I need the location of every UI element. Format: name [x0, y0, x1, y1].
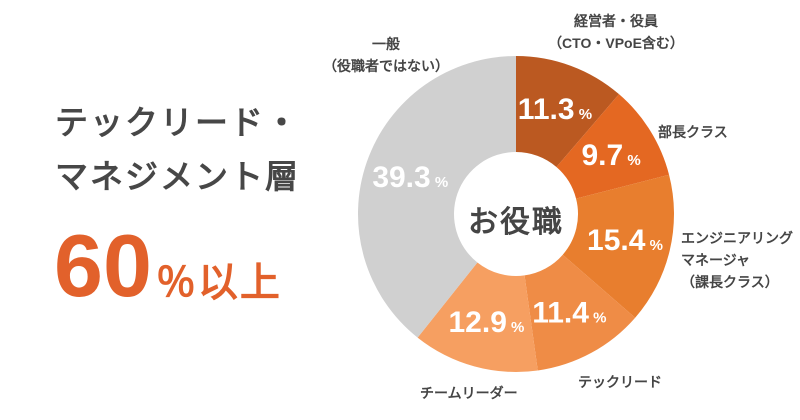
segment-label-engineering-manager-line-1: エンジニアリング [681, 230, 793, 246]
segment-label-general-line-2: （役職者ではない） [323, 58, 449, 74]
pie-segment-1 [556, 94, 670, 199]
pie-segment-2 [562, 174, 675, 318]
pie-segment-4 [417, 262, 538, 372]
headline-stat: 60 ％以上 [54, 222, 282, 310]
segment-label-engineering-manager: エンジニアリング マネージャ （課長クラス） [681, 227, 793, 293]
stat-number: 60 [54, 216, 152, 315]
segment-label-general-line-1: 一般 [372, 36, 400, 52]
segment-label-team-leader-line-1: チームリーダー [420, 385, 518, 401]
pie-segment-3 [524, 254, 636, 371]
pie-value-1: 9.7 % [582, 139, 641, 172]
headline-line-2: マネジメント層 [55, 158, 300, 195]
pie-value-3: 11.4 % [532, 296, 606, 329]
segment-label-tech-lead-line-1: テックリード [578, 374, 662, 390]
segment-label-team-leader: チームリーダー [420, 382, 518, 404]
segment-label-general: 一般 （役職者ではない） [300, 33, 472, 77]
segment-label-department-manager: 部長クラス [658, 121, 728, 143]
pie-segment-0 [516, 56, 619, 167]
headline-line-1: テックリード・ [55, 104, 300, 141]
segment-label-department-manager-line-1: 部長クラス [658, 124, 728, 140]
stat-suffix: ％以上 [155, 261, 282, 305]
segment-label-executives-line-2: （CTO・VPoE含む） [548, 35, 684, 51]
donut-center-label: お役職 [468, 206, 564, 239]
pie-value-5: 39.3 % [372, 161, 448, 194]
pie-value-0: 11.3 % [518, 93, 592, 126]
headline: テックリード・ マネジメント層 [55, 96, 300, 204]
segment-label-engineering-manager-line-2: マネージャ [681, 252, 751, 268]
pie-value-4: 12.9 % [448, 306, 524, 339]
pie-value-2: 15.4 % [587, 224, 663, 257]
segment-label-executives: 経営者・役員 （CTO・VPoE含む） [511, 10, 721, 54]
segment-label-engineering-manager-line-3: （課長クラス） [681, 274, 779, 290]
segment-label-tech-lead: テックリード [578, 371, 662, 393]
segment-label-executives-line-1: 経営者・役員 [574, 13, 658, 29]
pie-segment-5 [357, 55, 516, 338]
